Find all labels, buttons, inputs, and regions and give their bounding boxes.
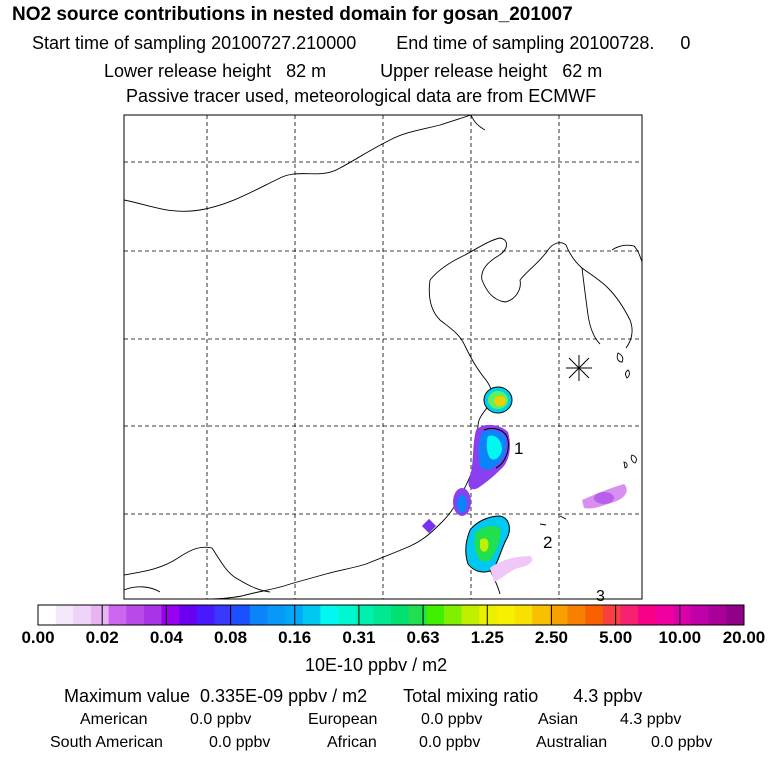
colorbar-tick-label: 5.00	[599, 628, 633, 647]
colorbar-cell	[443, 605, 463, 625]
lower-height: Lower release height 82 m	[104, 61, 327, 81]
colorbar-cell	[532, 605, 551, 625]
colorbar-cell	[461, 605, 480, 625]
colorbar-cell	[391, 605, 410, 625]
colorbar-tick-label: 1.25	[470, 628, 504, 647]
colorbar-cell	[602, 605, 621, 625]
colorbar-tick-labels: 0.00 0.02 0.04 0.08 0.16 0.31 0.63 1.25 2.50 5.00…	[0, 628, 768, 650]
colorbar-tick-label: 10.00	[658, 628, 702, 647]
colorbar-cell	[708, 605, 727, 625]
colorbar-cell	[549, 605, 568, 625]
colorbar-cell	[214, 605, 233, 625]
colorbar-cell	[726, 605, 745, 625]
colorbar-tick-label: 0.63	[406, 628, 440, 647]
summary-line: Maximum value 0.335E-09 ppbv / m2 Total m…	[64, 686, 642, 707]
colorbar-cell	[161, 605, 180, 625]
colorbar-cell	[108, 605, 127, 625]
colorbar-cell	[285, 605, 304, 625]
colorbar-cell	[126, 605, 145, 625]
max-value: Maximum value 0.335E-09 ppbv / m2	[64, 686, 368, 706]
colorbar-cell	[655, 605, 674, 625]
colorbar-cell	[638, 605, 657, 625]
colorbar-frame	[37, 604, 745, 626]
colorbar-cell	[196, 605, 215, 625]
marker-label-1: 1	[514, 439, 523, 458]
region-value-south-american: 0.0 ppbv	[209, 734, 271, 751]
colorbar-tick-label: 20.00	[722, 628, 766, 647]
colorbar-cell	[232, 605, 251, 625]
start-time: Start time of sampling 20100727.210000	[32, 33, 357, 53]
marker-label-3: 3	[596, 588, 605, 605]
colorbar-cell	[302, 605, 321, 625]
region-name-asian: Asian	[538, 711, 579, 728]
colorbar-cell	[90, 605, 110, 625]
region-value-african: 0.0 ppbv	[419, 734, 481, 751]
colorbar-tick-label: 0.02	[85, 628, 119, 647]
colorbar-cell	[691, 605, 710, 625]
colorbar-tick-label: 0.08	[213, 628, 248, 647]
region-value-australian: 0.0 ppbv	[651, 734, 713, 751]
colorbar-cell	[567, 605, 586, 625]
asterisk-icon	[566, 355, 592, 381]
colorbar-tick-label: 0.16	[278, 628, 312, 647]
release-heights: Lower release height 82 m Upper release h…	[104, 61, 602, 82]
plot-title: NO2 source contributions in nested domai…	[12, 4, 573, 25]
end-time-suffix: 0	[680, 33, 691, 53]
colorbar-cell	[673, 605, 692, 625]
colorbar-cell	[426, 605, 445, 625]
region-value-asian: 4.3 ppbv	[620, 711, 682, 728]
colorbar-cell	[249, 605, 268, 625]
region-name-european: European	[308, 711, 378, 728]
concentration-field	[421, 386, 627, 582]
colorbar-cell	[320, 605, 339, 625]
colorbar-cell	[585, 605, 604, 625]
colorbar-tick-label: 2.50	[534, 628, 568, 647]
colorbar-cell	[355, 605, 374, 625]
end-time: End time of sampling 20100728.	[396, 33, 655, 53]
colorbar-cell	[38, 605, 57, 625]
upper-height: Upper release height 62 m	[380, 61, 603, 81]
region-value-american: 0.0 ppbv	[190, 711, 252, 728]
region-name-australian: Australian	[536, 734, 608, 751]
region-value-european: 0.0 ppbv	[421, 711, 483, 728]
colorbar-cell	[73, 605, 92, 625]
colorbar-cell	[267, 605, 286, 625]
colorbar-cell	[373, 605, 392, 625]
coastlines	[124, 115, 642, 599]
region-name-american: American	[80, 711, 148, 728]
colorbar-cell	[496, 605, 516, 625]
colorbar-cell	[479, 605, 498, 625]
marker-label-2: 2	[543, 533, 552, 552]
colorbar-cell	[55, 605, 74, 625]
region-name-african: African	[327, 734, 377, 751]
colorbar-cell	[620, 605, 639, 625]
colorbar-tick-label: 0.04	[149, 628, 183, 647]
colorbar-tick-label: 0.31	[342, 628, 376, 647]
total-mixing-ratio: Total mixing ratio 4.3 ppbv	[403, 686, 643, 706]
colorbar-cell	[338, 605, 357, 625]
region-name-south-american: South American	[50, 734, 163, 751]
colorbar-cell	[179, 605, 198, 625]
colorbar-cell	[143, 605, 163, 625]
colorbar-tick-label: 0.00	[21, 628, 55, 647]
colorbar-cell	[514, 605, 533, 625]
colorbar-cell	[408, 605, 427, 625]
sampling-times: Start time of sampling 20100727.210000 En…	[32, 33, 690, 54]
colorbar-unit: 10E-10 ppbv / m2	[305, 655, 448, 675]
colorbar	[37, 604, 745, 626]
tracer-note: Passive tracer used, meteorological data…	[126, 86, 597, 106]
